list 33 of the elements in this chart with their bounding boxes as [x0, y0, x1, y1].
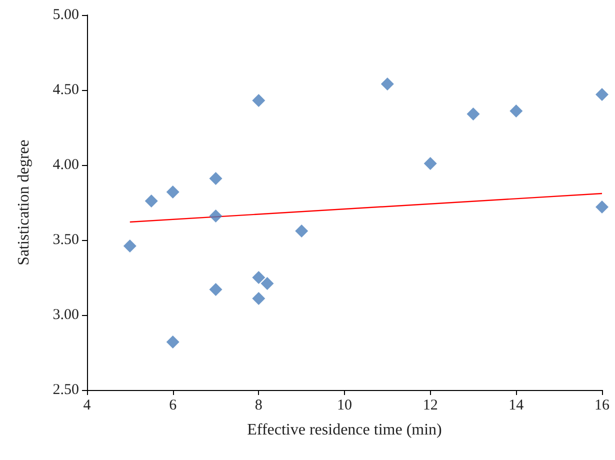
point: [209, 210, 222, 222]
point: [144, 194, 158, 208]
point: [166, 186, 180, 198]
y-axis-title: Satistication degree: [16, 140, 32, 266]
x-axis-title: Effective residence time (min): [247, 422, 442, 438]
point: [295, 224, 308, 238]
point: [252, 292, 266, 305]
point: [596, 200, 608, 214]
point: [380, 78, 394, 90]
y-tick-label: 4.50: [52, 82, 79, 98]
point: [424, 157, 437, 170]
point: [252, 94, 266, 107]
y-tick-label: 2.50: [52, 382, 79, 398]
x-tick-label: 16: [594, 398, 610, 414]
y-tick-label: 5.00: [52, 7, 79, 23]
point: [252, 271, 266, 284]
point: [166, 336, 180, 348]
x-tick-label: 10: [337, 398, 352, 414]
x-tick-label: 8: [254, 398, 262, 414]
point: [510, 104, 523, 118]
point: [209, 283, 222, 296]
x-tick-label: 4: [83, 398, 92, 414]
x-tick-label: 12: [422, 398, 438, 414]
point: [123, 240, 136, 252]
x-tick-label: 14: [508, 398, 524, 414]
point: [596, 88, 608, 101]
point: [209, 172, 222, 185]
y-tick-label: 3.50: [52, 232, 79, 248]
y-tick-label: 3.00: [52, 307, 79, 323]
x-tick-label: 6: [169, 398, 178, 414]
y-tick-label: 4.00: [52, 157, 79, 173]
point: [466, 108, 480, 120]
point: [260, 277, 274, 290]
